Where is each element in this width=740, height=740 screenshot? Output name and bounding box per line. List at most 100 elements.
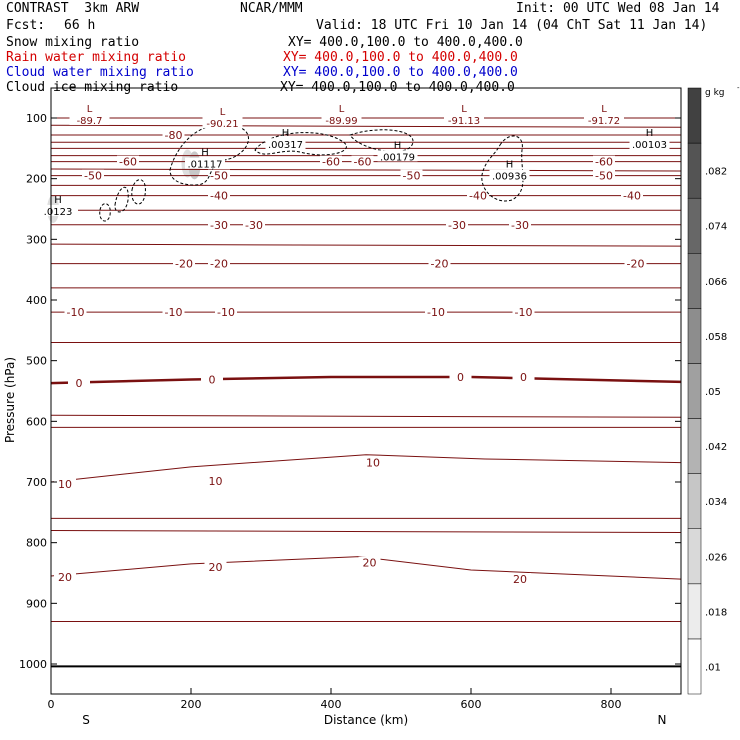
extremum-H-marker-6: H	[394, 140, 402, 151]
x-tick-label-0: 0	[48, 698, 55, 711]
colorbar-unit-exponent: -1	[737, 84, 740, 92]
contour-label-bg-30	[204, 474, 227, 486]
extremum-value-bg-2	[321, 113, 362, 125]
extremum-H-marker-7: H	[201, 148, 209, 159]
colorbar-label-4: .042	[705, 442, 727, 453]
colorbar-unit-label: g kg	[705, 88, 725, 98]
extremum-value-bg-9	[629, 138, 670, 150]
y-tick-label-200: 200	[26, 173, 47, 186]
contour-label-bg-10	[467, 189, 489, 201]
contour-label-bg-16	[173, 257, 195, 269]
contour-label-bg-32	[54, 571, 76, 583]
contour-label-bg-33	[204, 560, 227, 572]
x-tick-label-200: 200	[181, 698, 202, 711]
contour-label-bg-15	[509, 218, 531, 230]
contour-label-bg-31	[362, 456, 384, 468]
colorbar-swatch-6	[687, 308, 702, 364]
contour-label-34: 20	[363, 557, 377, 570]
colorbar-swatch-2	[687, 528, 702, 585]
legend-field-snow: Snow mixing ratio	[6, 35, 140, 50]
contour-label-bg-27	[449, 371, 472, 383]
contour-label-30: 10	[209, 475, 223, 488]
x-tick-label-800: 800	[601, 698, 622, 711]
extremum-H-marker-5: H	[282, 128, 290, 139]
contour-label-14: -30	[448, 219, 466, 232]
colorbar-swatch-7	[687, 253, 702, 309]
cloud-ice-outline-1	[254, 132, 347, 156]
contour-label-13: -30	[245, 219, 263, 232]
colorbar-swatch-4	[687, 418, 702, 474]
contour-label-bg-23	[425, 306, 447, 318]
contour-label-bg-22	[215, 306, 237, 318]
contour-label-0: -80	[165, 129, 183, 142]
cloud-ice-outline-3	[481, 135, 524, 202]
contour-label-bg-12	[208, 218, 230, 230]
extremum-value-bg-8	[489, 169, 530, 181]
x-tick-label-400: 400	[321, 698, 342, 711]
contour-minor-3	[50, 168, 682, 172]
extremum-H-marker-8: H	[506, 160, 514, 171]
contour-label-26: 0	[209, 373, 216, 386]
contour-minor-12	[50, 530, 682, 534]
contour-label-bg-24	[512, 306, 535, 318]
contour-label-bg-4	[593, 155, 615, 167]
y-tick-label-500: 500	[26, 355, 47, 368]
extremum-L-marker-4: L	[601, 104, 607, 115]
extremum-value-2: -89.99	[325, 116, 357, 127]
contour-label-33: 20	[209, 561, 223, 574]
colorbar-swatch-5	[687, 363, 702, 419]
contour-label-32: 20	[58, 571, 72, 584]
y-tick-label-400: 400	[26, 294, 47, 307]
contour-minor-0	[50, 124, 682, 128]
extremum-value-bg-10	[38, 204, 78, 216]
contour-label-21: -10	[165, 306, 183, 319]
y-axis-label: Pressure (hPa)	[3, 357, 17, 443]
contour-10	[50, 454, 682, 483]
contour-label-11: -40	[623, 190, 641, 203]
cloud-ice-outline-0	[169, 124, 249, 186]
extremum-value-7: .01117	[188, 160, 223, 171]
valid-time: Valid: 18 UTC Fri 10 Jan 14 (04 ChT Sat …	[316, 18, 708, 33]
extremum-value-bg-5	[265, 138, 306, 150]
contour-label-24: -10	[515, 306, 533, 319]
extremum-H-marker-9: H	[646, 128, 654, 139]
extremum-value-8: .00936	[492, 172, 527, 183]
contour-label-25: 0	[76, 377, 83, 390]
contour-label-1: -60	[119, 156, 137, 169]
y-tick-label-800: 800	[26, 537, 47, 550]
temperature-contours	[50, 117, 682, 623]
cloud-ice-outline-6	[99, 203, 111, 222]
colorbar-label-0: .01	[705, 662, 721, 673]
contour-label-bg-18	[428, 257, 451, 269]
contour-label-5: -50	[84, 170, 102, 183]
contour-label-35: 20	[513, 573, 527, 586]
contour-label-20: -10	[67, 306, 85, 319]
fcst-value: 66 h	[64, 18, 96, 33]
contour-label-bg-6	[208, 169, 230, 181]
contour-label-9: -40	[210, 190, 228, 203]
contour-label-bg-2	[320, 155, 342, 167]
extremum-L-marker-1: L	[220, 107, 226, 118]
colorbar-label-6: .058	[705, 332, 727, 343]
extremum-value-bg-6	[377, 150, 418, 162]
contour-label-bg-25	[68, 377, 90, 389]
colorbar-label-9: .082	[705, 167, 727, 178]
contour-label-bg-26	[201, 373, 223, 385]
center-label: NCAR/MMM	[240, 1, 303, 16]
contour-label-bg-3	[351, 155, 374, 167]
x-end-label-right: N	[658, 713, 667, 727]
extremum-value-4: -91.72	[588, 116, 620, 127]
contour-label-bg-14	[446, 218, 468, 230]
extremum-value-bg-1	[202, 116, 243, 128]
extremum-value-5: .00317	[268, 140, 303, 151]
y-tick-label-300: 300	[26, 233, 47, 246]
colorbar-swatch-1	[687, 583, 702, 640]
legend-xy-snow: XY= 400.0,100.0 to 400.0,400.0	[288, 35, 523, 50]
contour-label-18: -20	[431, 258, 449, 271]
contour-label-bg-1	[117, 155, 139, 167]
x-end-label-left: S	[82, 713, 90, 727]
contour-label-bg-20	[64, 306, 87, 318]
extremum-L-marker-2: L	[339, 104, 345, 115]
contour-label-22: -10	[217, 306, 235, 319]
